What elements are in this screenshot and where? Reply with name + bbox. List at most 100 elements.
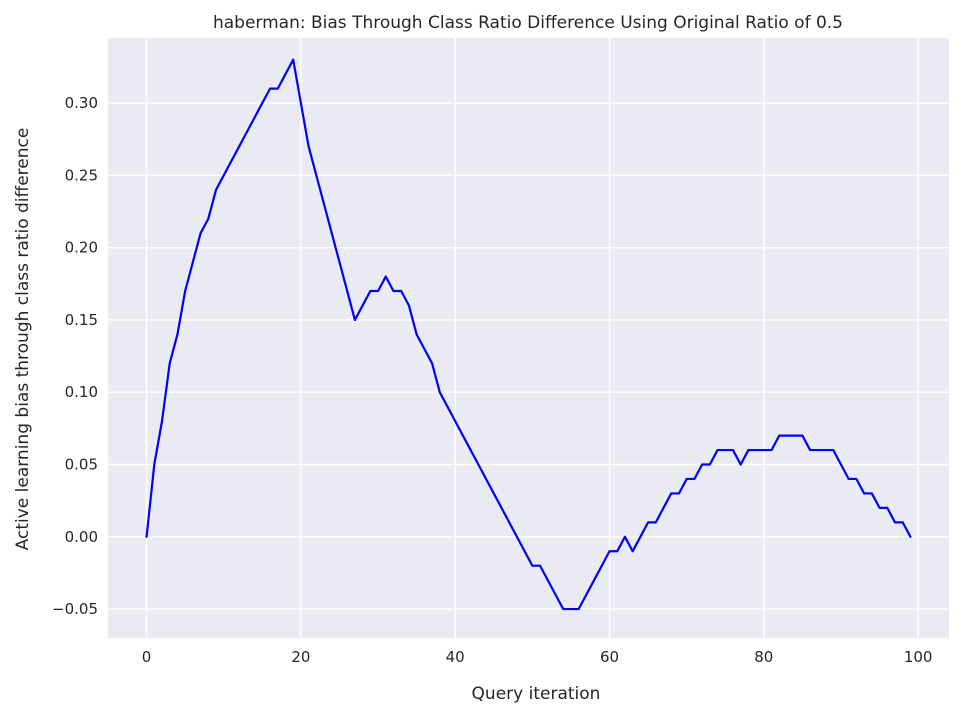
data-point (909, 535, 912, 538)
y-tick-label: 0.10 (65, 383, 98, 401)
data-point (407, 304, 410, 307)
data-point (269, 87, 272, 90)
data-point (168, 362, 171, 365)
data-point (824, 449, 827, 452)
data-point (392, 290, 395, 293)
series-line (145, 58, 912, 611)
x-axis-ticks: 0 20 40 60 80 100 (142, 648, 933, 666)
data-point (492, 492, 495, 495)
data-point (307, 145, 310, 148)
x-tick-label: 60 (600, 648, 619, 666)
data-point (778, 434, 781, 437)
y-tick-label: 0.30 (65, 94, 98, 112)
data-point (770, 449, 773, 452)
data-point (585, 593, 588, 596)
data-point (901, 521, 904, 524)
data-point (747, 449, 750, 452)
data-point (809, 449, 812, 452)
data-point (361, 304, 364, 307)
series-layer (145, 58, 912, 611)
y-axis-label: Active learning bias through class ratio… (13, 128, 33, 551)
data-point (191, 261, 194, 264)
data-point (176, 333, 179, 336)
data-point (639, 535, 642, 538)
data-point (184, 290, 187, 293)
y-tick-label: 0.00 (65, 528, 98, 546)
data-point (731, 449, 734, 452)
data-point (647, 521, 650, 524)
data-point (562, 608, 565, 611)
data-point (593, 579, 596, 582)
data-point (863, 492, 866, 495)
data-point (685, 477, 688, 480)
data-point (762, 449, 765, 452)
data-point (816, 449, 819, 452)
data-point (299, 102, 302, 105)
data-point (215, 188, 218, 191)
data-point (153, 463, 156, 466)
y-tick-label: −0.05 (52, 600, 98, 618)
data-point (716, 449, 719, 452)
data-point (623, 535, 626, 538)
data-point (616, 550, 619, 553)
data-point (523, 550, 526, 553)
data-point (577, 608, 580, 611)
data-point (654, 521, 657, 524)
data-point (677, 492, 680, 495)
data-point (369, 290, 372, 293)
data-point (207, 217, 210, 220)
data-point (554, 593, 557, 596)
data-point (508, 521, 511, 524)
data-point (886, 506, 889, 509)
data-point (454, 420, 457, 423)
data-point (870, 492, 873, 495)
data-point (793, 434, 796, 437)
x-tick-label: 0 (142, 648, 152, 666)
data-point (199, 232, 202, 235)
data-point (276, 87, 279, 90)
data-point (415, 333, 418, 336)
y-tick-label: 0.20 (65, 239, 98, 257)
data-point (469, 449, 472, 452)
data-point (878, 506, 881, 509)
data-point (238, 145, 241, 148)
data-point (893, 521, 896, 524)
data-point (608, 550, 611, 553)
vertical-gridlines (145, 38, 919, 638)
horizontal-gridlines (108, 102, 949, 610)
data-point (253, 116, 256, 119)
y-tick-label: 0.15 (65, 311, 98, 329)
data-point (708, 463, 711, 466)
data-point (801, 434, 804, 437)
data-point (353, 318, 356, 321)
data-point (569, 608, 572, 611)
plot-background (108, 38, 949, 638)
data-point (531, 564, 534, 567)
data-point (377, 290, 380, 293)
data-point (546, 579, 549, 582)
data-point (855, 477, 858, 480)
data-point (724, 449, 727, 452)
x-axis-label: Query iteration (472, 684, 601, 704)
data-point (670, 492, 673, 495)
data-point (323, 203, 326, 206)
x-tick-label: 20 (291, 648, 310, 666)
data-point (600, 564, 603, 567)
data-point (161, 420, 164, 423)
y-tick-label: 0.25 (65, 166, 98, 184)
data-point (384, 275, 387, 278)
data-point (400, 290, 403, 293)
data-point (662, 506, 665, 509)
data-point (515, 535, 518, 538)
x-tick-label: 80 (754, 648, 773, 666)
data-point (292, 58, 295, 61)
chart-title: haberman: Bias Through Class Ratio Diffe… (213, 13, 843, 33)
data-point (438, 391, 441, 394)
data-point (755, 449, 758, 452)
data-point (338, 261, 341, 264)
data-point (539, 564, 542, 567)
data-point (284, 73, 287, 76)
data-point (230, 159, 233, 162)
data-point (500, 506, 503, 509)
